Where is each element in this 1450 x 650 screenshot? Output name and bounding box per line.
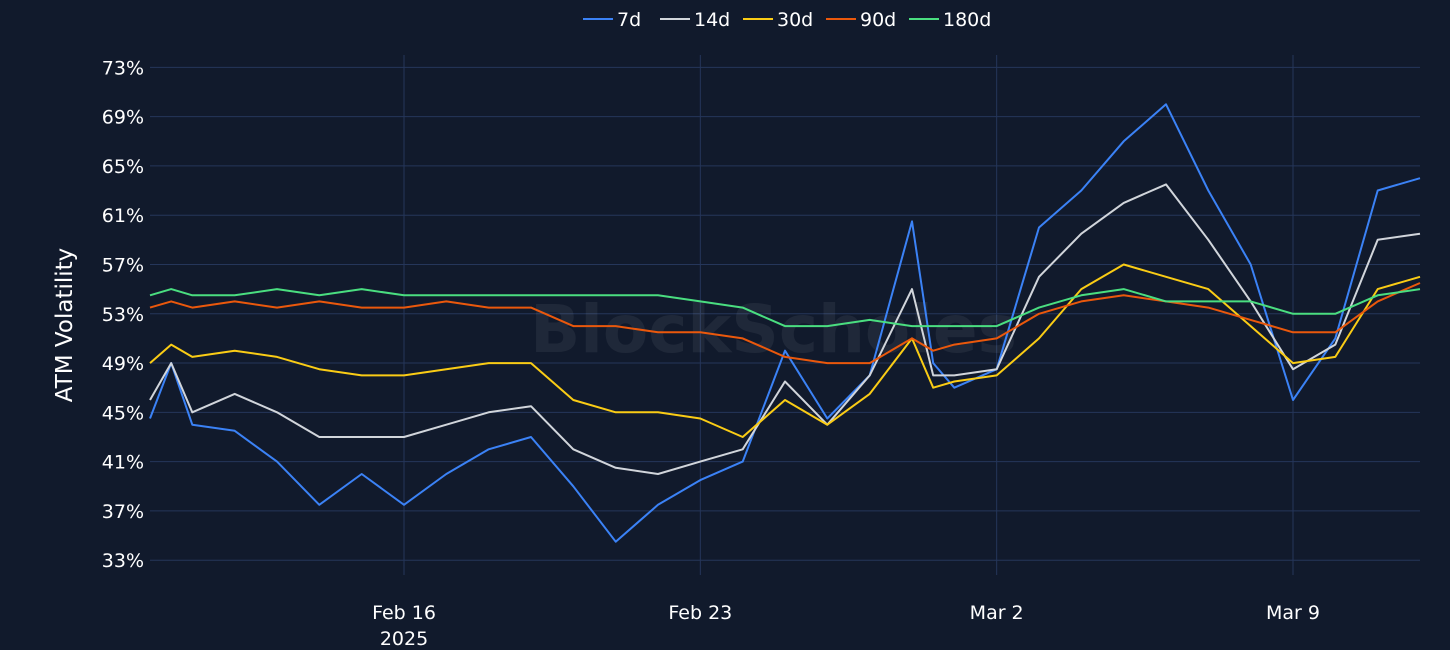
y-tick-label: 33% [102,550,144,572]
legend-label-14d: 14d [694,9,730,31]
y-tick-label: 57% [102,254,144,276]
series-line-90d [149,282,1421,365]
legend-label-180d: 180d [943,9,991,31]
x-tick-label: Feb 23 [668,602,732,624]
series-line-30d [149,263,1421,438]
x-axis-ticks: Feb 16 2025 Feb 23 Mar 2 Mar 9 [372,602,1320,650]
y-tick-label: 49% [102,353,144,375]
y-tick-label: 45% [102,402,144,424]
y-tick-label: 53% [102,304,144,326]
x-tick-label: Mar 2 [970,602,1024,624]
grid-lines [150,55,1420,575]
y-tick-label: 69% [102,107,144,129]
legend-label-30d: 30d [777,9,813,31]
x-tick-label: Feb 16 [372,602,436,624]
series-line-180d [149,288,1421,328]
series-lines [149,103,1421,543]
y-axis-title: ATM Volatility [52,248,78,402]
legend: 7d 14d 30d 90d 180d [583,9,991,31]
series-line-7d [149,103,1421,543]
y-tick-label: 73% [102,57,144,79]
y-tick-label: 61% [102,205,144,227]
x-tick-label: Mar 9 [1266,602,1320,624]
x-tick-year-label: 2025 [380,628,428,650]
y-tick-label: 37% [102,501,144,523]
legend-label-7d: 7d [617,9,641,31]
y-tick-label: 41% [102,452,144,474]
legend-label-90d: 90d [860,9,896,31]
y-tick-label: 65% [102,156,144,178]
watermark: BlockScholes [530,291,1017,368]
series-line-14d [149,183,1421,475]
y-axis-ticks: 33% 37% 41% 45% 49% 53% 57% 61% 65% 69% 73% [102,57,144,572]
